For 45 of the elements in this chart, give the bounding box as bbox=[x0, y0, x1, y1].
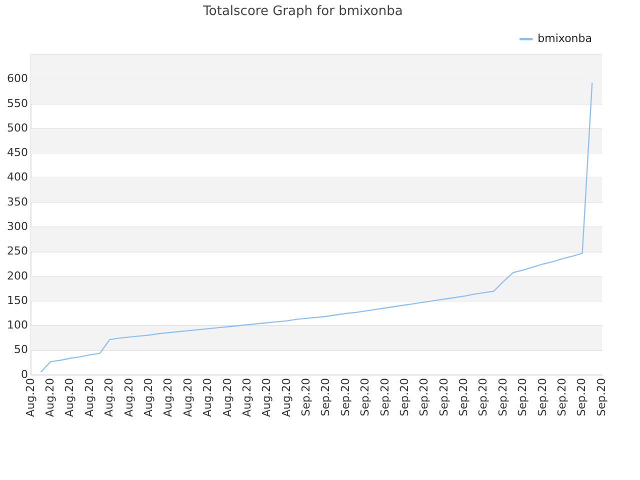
y-tick-label: 500 bbox=[6, 121, 28, 134]
x-tick-label: Sep.20 bbox=[575, 378, 588, 416]
x-tick-label: Sep.20 bbox=[358, 378, 372, 416]
x-tick-label: Aug.20 bbox=[24, 378, 37, 418]
x-tick-label: Aug.20 bbox=[240, 378, 254, 418]
x-tick-label: Aug.20 bbox=[280, 378, 293, 418]
x-tick-label: Aug.20 bbox=[260, 378, 274, 418]
x-tick-label: Aug.20 bbox=[82, 378, 96, 418]
x-tick-label: Sep.20 bbox=[300, 378, 313, 416]
y-tick-label: 450 bbox=[6, 146, 28, 160]
x-tick-label: Aug.20 bbox=[122, 378, 136, 418]
x-tick-label: Sep.20 bbox=[594, 378, 608, 416]
x-tick-label: Sep.20 bbox=[555, 378, 568, 416]
x-tick-label: Aug.20 bbox=[201, 378, 214, 418]
x-tick-label: Sep.20 bbox=[398, 378, 411, 416]
x-tick-label: Sep.20 bbox=[437, 378, 450, 416]
x-tick-label: Sep.20 bbox=[418, 378, 431, 416]
y-tick-label: 250 bbox=[6, 244, 28, 258]
x-tick-label: Sep.20 bbox=[378, 378, 392, 416]
x-tick-label: Sep.20 bbox=[496, 378, 510, 416]
x-tick-label: Sep.20 bbox=[476, 378, 490, 416]
x-tick-label: Sep.20 bbox=[457, 378, 470, 416]
y-tick-label: 550 bbox=[6, 96, 28, 110]
x-tick-label: Aug.20 bbox=[181, 378, 194, 418]
y-tick-label: 150 bbox=[6, 294, 28, 307]
x-tick-label: Sep.20 bbox=[338, 378, 352, 416]
y-tick-label: 50 bbox=[14, 343, 28, 356]
x-tick-label: Aug.20 bbox=[102, 378, 116, 418]
x-tick-label: Sep.20 bbox=[516, 378, 530, 416]
y-tick-label: 100 bbox=[6, 318, 28, 332]
x-tick-label: Aug.20 bbox=[142, 378, 155, 418]
y-tick-label: 350 bbox=[6, 195, 28, 208]
chart-title: Totalscore Graph for bmixonba bbox=[202, 4, 403, 20]
x-tick-label: Aug.20 bbox=[220, 378, 234, 418]
y-tick-label: 300 bbox=[6, 220, 28, 233]
x-tick-label: Aug.20 bbox=[63, 378, 76, 418]
y-tick-label: 400 bbox=[6, 170, 28, 184]
y-tick-label: 600 bbox=[6, 72, 28, 86]
x-tick-label: Sep.20 bbox=[319, 378, 332, 416]
legend-label: bmixonba bbox=[538, 32, 592, 45]
x-tick-label: Aug.20 bbox=[44, 378, 57, 418]
x-tick-label: Aug.20 bbox=[162, 378, 175, 418]
x-tick-label: Sep.20 bbox=[536, 378, 549, 416]
y-tick-label: 0 bbox=[20, 368, 28, 381]
y-tick-label: 200 bbox=[6, 269, 28, 282]
